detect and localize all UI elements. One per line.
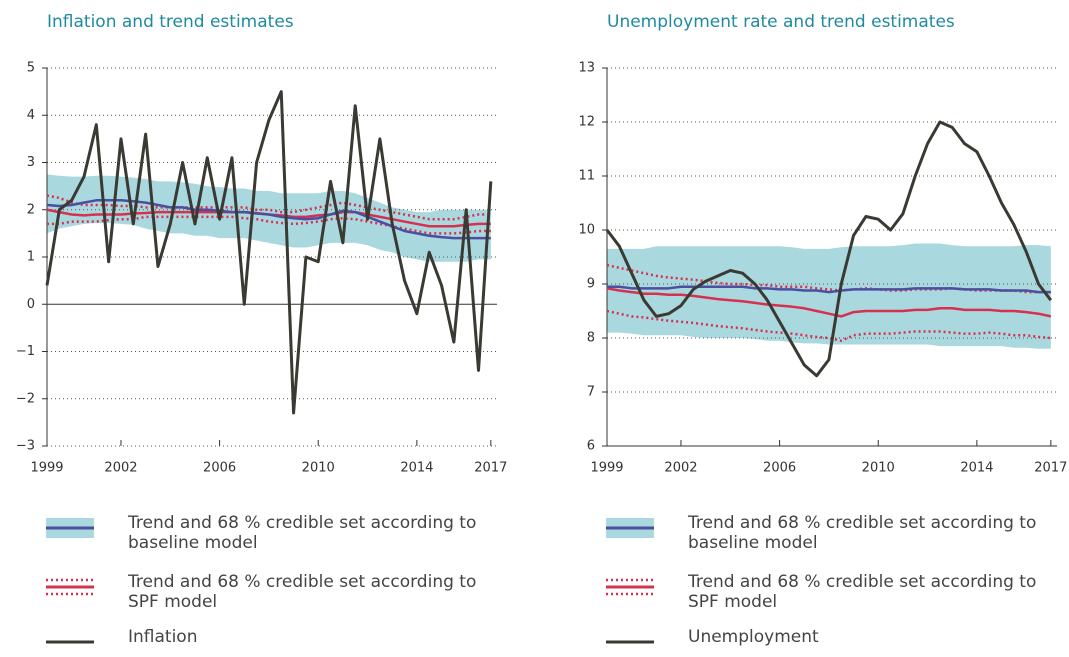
credible-bound-line — [46, 194, 491, 221]
chart-title: Unemployment rate and trend estimates — [607, 12, 955, 32]
x-tick-label: 2002 — [104, 461, 137, 476]
x-tick-label: 2002 — [664, 461, 697, 476]
y-tick-label: 3 — [27, 155, 35, 170]
y-tick-label: 1 — [27, 250, 35, 265]
data-line — [605, 120, 1053, 378]
x-tick-label: 2010 — [862, 461, 895, 476]
y-tick-label: −2 — [16, 391, 35, 406]
chart-title: Inflation and trend estimates — [47, 12, 294, 32]
y-tick-label: 9 — [587, 277, 595, 292]
x-tick-label: 1999 — [30, 461, 63, 476]
x-tick-label: 2006 — [763, 461, 796, 476]
x-tick-label: 2017 — [1034, 461, 1067, 476]
legend-label: Inflation — [128, 627, 198, 647]
y-tick-label: 0 — [27, 297, 35, 312]
y-tick-label: 5 — [27, 61, 35, 76]
legend-swatch — [606, 640, 654, 644]
legend-label: Unemployment — [688, 627, 819, 647]
x-tick-label: 2014 — [960, 461, 993, 476]
y-tick-label: 7 — [587, 385, 595, 400]
legend-swatch — [46, 518, 94, 538]
y-tick-label: −1 — [16, 344, 35, 359]
x-tick-label: 2010 — [302, 461, 335, 476]
y-tick-label: −3 — [16, 439, 35, 454]
y-tick-label: 8 — [587, 331, 595, 346]
y-tick-label: 13 — [578, 61, 595, 76]
legend-label: Trend and 68 % credible set according to… — [688, 513, 1037, 553]
x-tick-label: 2014 — [400, 461, 433, 476]
y-tick-label: 12 — [578, 115, 595, 130]
legend-swatch — [46, 578, 94, 596]
y-tick-label: 4 — [27, 108, 35, 123]
data-line — [45, 90, 493, 415]
legend-label: Trend and 68 % credible set according to… — [128, 513, 477, 553]
chart: Inflation and trend estimates−3−2−101234… — [16, 12, 1068, 476]
legend-swatch — [46, 640, 94, 644]
x-tick-label: 2006 — [203, 461, 236, 476]
y-tick-label: 10 — [578, 223, 595, 238]
y-tick-label: 6 — [587, 439, 595, 454]
legend-swatch — [606, 518, 654, 538]
credible-bound-line — [606, 263, 1051, 294]
legend-label: Trend and 68 % credible set according to… — [128, 572, 477, 612]
credible-band — [607, 243, 1051, 349]
credible-band — [47, 174, 491, 262]
legend-label: Trend and 68 % credible set according to… — [688, 572, 1037, 612]
trend-line — [46, 199, 491, 240]
y-tick-label: 2 — [27, 202, 35, 217]
x-tick-label: 2017 — [474, 461, 507, 476]
legend-swatch — [606, 578, 654, 596]
y-tick-label: 11 — [578, 169, 595, 184]
trend-line — [607, 285, 1051, 294]
trend-line — [606, 287, 1052, 318]
x-tick-label: 1999 — [590, 461, 623, 476]
